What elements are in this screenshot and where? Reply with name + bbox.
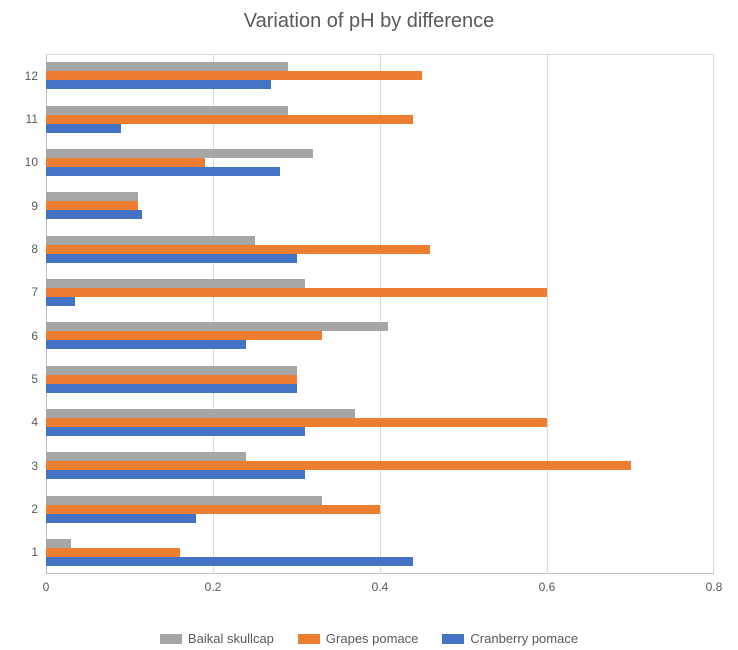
- legend-item: Cranberry pomace: [442, 631, 578, 646]
- legend-label: Cranberry pomace: [470, 631, 578, 646]
- plot-border-right: [713, 54, 714, 574]
- bar-grapes-pomace: [46, 505, 380, 514]
- bar-grapes-pomace: [46, 115, 413, 124]
- bar-cranberry-pomace: [46, 297, 75, 306]
- bar-baikal-skullcap: [46, 106, 288, 115]
- y-tick-label: 9: [31, 199, 38, 213]
- bar-cranberry-pomace: [46, 557, 413, 566]
- bar-cranberry-pomace: [46, 427, 305, 436]
- y-tick-label: 7: [31, 285, 38, 299]
- bar-grapes-pomace: [46, 201, 138, 210]
- legend: Baikal skullcap Grapes pomace Cranberry po…: [0, 631, 738, 646]
- bar-grapes-pomace: [46, 461, 631, 470]
- bar-baikal-skullcap: [46, 409, 355, 418]
- y-tick-label: 8: [31, 242, 38, 256]
- bar-baikal-skullcap: [46, 539, 71, 548]
- x-tick-label: 0: [43, 580, 50, 594]
- x-tick-label: 0.4: [372, 580, 389, 594]
- bar-baikal-skullcap: [46, 62, 288, 71]
- y-tick-label: 12: [25, 69, 38, 83]
- ph-variation-chart: Variation of pH by difference 00.20.40.6…: [0, 0, 738, 650]
- bar-cranberry-pomace: [46, 340, 246, 349]
- gridline: [547, 54, 548, 574]
- bar-baikal-skullcap: [46, 452, 246, 461]
- legend-item: Grapes pomace: [298, 631, 419, 646]
- bar-baikal-skullcap: [46, 236, 255, 245]
- y-tick-label: 3: [31, 459, 38, 473]
- gridline: [380, 54, 381, 574]
- bar-cranberry-pomace: [46, 254, 297, 263]
- y-tick-label: 2: [31, 502, 38, 516]
- bar-grapes-pomace: [46, 418, 547, 427]
- y-tick-label: 1: [31, 545, 38, 559]
- legend-swatch: [298, 634, 320, 644]
- bar-cranberry-pomace: [46, 124, 121, 133]
- bar-baikal-skullcap: [46, 366, 297, 375]
- bar-grapes-pomace: [46, 245, 430, 254]
- x-tick-label: 0.8: [706, 580, 723, 594]
- x-tick-label: 0.6: [539, 580, 556, 594]
- bar-grapes-pomace: [46, 288, 547, 297]
- y-tick-label: 10: [25, 155, 38, 169]
- x-tick-label: 0.2: [205, 580, 222, 594]
- legend-label: Baikal skullcap: [188, 631, 274, 646]
- bar-cranberry-pomace: [46, 384, 297, 393]
- bar-cranberry-pomace: [46, 210, 142, 219]
- y-tick-label: 11: [26, 112, 38, 126]
- bar-grapes-pomace: [46, 331, 322, 340]
- bar-baikal-skullcap: [46, 322, 388, 331]
- legend-item: Baikal skullcap: [160, 631, 274, 646]
- bar-baikal-skullcap: [46, 192, 138, 201]
- bar-baikal-skullcap: [46, 279, 305, 288]
- plot-area: 00.20.40.60.8123456789101112: [46, 54, 714, 574]
- bar-cranberry-pomace: [46, 470, 305, 479]
- bar-grapes-pomace: [46, 548, 180, 557]
- bar-grapes-pomace: [46, 71, 422, 80]
- bar-cranberry-pomace: [46, 80, 271, 89]
- bar-grapes-pomace: [46, 158, 205, 167]
- bar-baikal-skullcap: [46, 149, 313, 158]
- legend-label: Grapes pomace: [326, 631, 419, 646]
- y-tick-label: 4: [31, 415, 38, 429]
- y-tick-label: 6: [31, 329, 38, 343]
- legend-swatch: [160, 634, 182, 644]
- bar-cranberry-pomace: [46, 167, 280, 176]
- bar-grapes-pomace: [46, 375, 297, 384]
- bar-baikal-skullcap: [46, 496, 322, 505]
- legend-swatch: [442, 634, 464, 644]
- y-tick-label: 5: [31, 372, 38, 386]
- chart-title: Variation of pH by difference: [0, 10, 738, 33]
- bar-cranberry-pomace: [46, 514, 196, 523]
